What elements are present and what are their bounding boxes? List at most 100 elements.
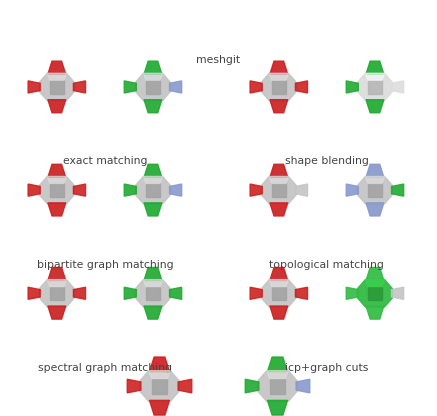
Polygon shape xyxy=(295,184,308,196)
Polygon shape xyxy=(73,184,86,196)
Polygon shape xyxy=(146,287,160,300)
Polygon shape xyxy=(144,203,162,216)
Polygon shape xyxy=(346,184,358,196)
Polygon shape xyxy=(392,184,404,196)
Polygon shape xyxy=(392,81,404,93)
Polygon shape xyxy=(296,379,310,393)
Polygon shape xyxy=(135,176,170,204)
Polygon shape xyxy=(270,203,288,216)
Polygon shape xyxy=(346,81,358,93)
Polygon shape xyxy=(39,280,74,307)
Polygon shape xyxy=(135,280,170,307)
Polygon shape xyxy=(146,183,160,197)
Polygon shape xyxy=(366,267,384,280)
Polygon shape xyxy=(28,287,40,300)
Polygon shape xyxy=(366,100,384,113)
Polygon shape xyxy=(295,81,308,93)
Polygon shape xyxy=(146,80,160,94)
Polygon shape xyxy=(366,203,384,216)
Text: exact matching: exact matching xyxy=(62,156,147,166)
Polygon shape xyxy=(270,306,288,319)
Text: topological matching: topological matching xyxy=(270,260,384,270)
Polygon shape xyxy=(346,287,358,300)
Polygon shape xyxy=(144,306,162,319)
Polygon shape xyxy=(48,203,66,216)
Polygon shape xyxy=(365,176,385,183)
Polygon shape xyxy=(261,176,296,204)
Polygon shape xyxy=(368,80,382,94)
Polygon shape xyxy=(144,61,162,74)
Polygon shape xyxy=(250,184,262,196)
Polygon shape xyxy=(366,306,384,319)
Polygon shape xyxy=(267,371,288,379)
Polygon shape xyxy=(357,73,392,101)
Polygon shape xyxy=(73,287,86,300)
Polygon shape xyxy=(258,371,297,401)
Polygon shape xyxy=(144,164,162,177)
Polygon shape xyxy=(143,176,163,183)
Polygon shape xyxy=(39,73,74,101)
Polygon shape xyxy=(392,287,404,300)
Polygon shape xyxy=(47,176,66,183)
Polygon shape xyxy=(250,287,262,300)
Polygon shape xyxy=(48,267,66,280)
Polygon shape xyxy=(48,306,66,319)
Polygon shape xyxy=(170,81,182,93)
Polygon shape xyxy=(366,164,384,177)
Polygon shape xyxy=(144,267,162,280)
Polygon shape xyxy=(124,287,136,300)
Polygon shape xyxy=(295,287,308,300)
Polygon shape xyxy=(357,176,392,204)
Polygon shape xyxy=(73,81,86,93)
Polygon shape xyxy=(170,287,182,300)
Polygon shape xyxy=(124,184,136,196)
Polygon shape xyxy=(267,400,288,415)
Polygon shape xyxy=(269,176,288,183)
Polygon shape xyxy=(270,164,288,177)
Polygon shape xyxy=(365,280,385,287)
Polygon shape xyxy=(272,183,286,197)
Polygon shape xyxy=(143,280,163,287)
Polygon shape xyxy=(270,379,285,394)
Polygon shape xyxy=(127,379,141,393)
Text: spectral graph matching: spectral graph matching xyxy=(38,363,172,373)
Polygon shape xyxy=(366,61,384,74)
Polygon shape xyxy=(48,164,66,177)
Polygon shape xyxy=(261,280,296,307)
Polygon shape xyxy=(50,80,64,94)
Polygon shape xyxy=(28,184,40,196)
Polygon shape xyxy=(143,73,163,80)
Polygon shape xyxy=(149,357,170,372)
Polygon shape xyxy=(135,73,170,101)
Text: bipartite graph matching: bipartite graph matching xyxy=(37,260,173,270)
Polygon shape xyxy=(144,100,162,113)
Polygon shape xyxy=(48,100,66,113)
Polygon shape xyxy=(245,379,259,393)
Polygon shape xyxy=(272,80,286,94)
Polygon shape xyxy=(357,280,392,307)
Polygon shape xyxy=(170,184,182,196)
Polygon shape xyxy=(270,61,288,74)
Polygon shape xyxy=(269,280,288,287)
Polygon shape xyxy=(149,400,170,415)
Polygon shape xyxy=(152,379,167,394)
Text: icp+graph cuts: icp+graph cuts xyxy=(285,363,368,373)
Polygon shape xyxy=(261,73,296,101)
Polygon shape xyxy=(140,371,179,401)
Polygon shape xyxy=(368,183,382,197)
Polygon shape xyxy=(149,371,170,379)
Polygon shape xyxy=(269,73,288,80)
Polygon shape xyxy=(270,100,288,113)
Text: meshgit: meshgit xyxy=(197,55,240,65)
Polygon shape xyxy=(270,267,288,280)
Polygon shape xyxy=(50,287,64,300)
Polygon shape xyxy=(178,379,192,393)
Polygon shape xyxy=(47,73,66,80)
Polygon shape xyxy=(368,287,382,300)
Polygon shape xyxy=(124,81,136,93)
Text: shape blending: shape blending xyxy=(285,156,369,166)
Polygon shape xyxy=(39,176,74,204)
Polygon shape xyxy=(250,81,262,93)
Polygon shape xyxy=(365,73,385,80)
Polygon shape xyxy=(272,287,286,300)
